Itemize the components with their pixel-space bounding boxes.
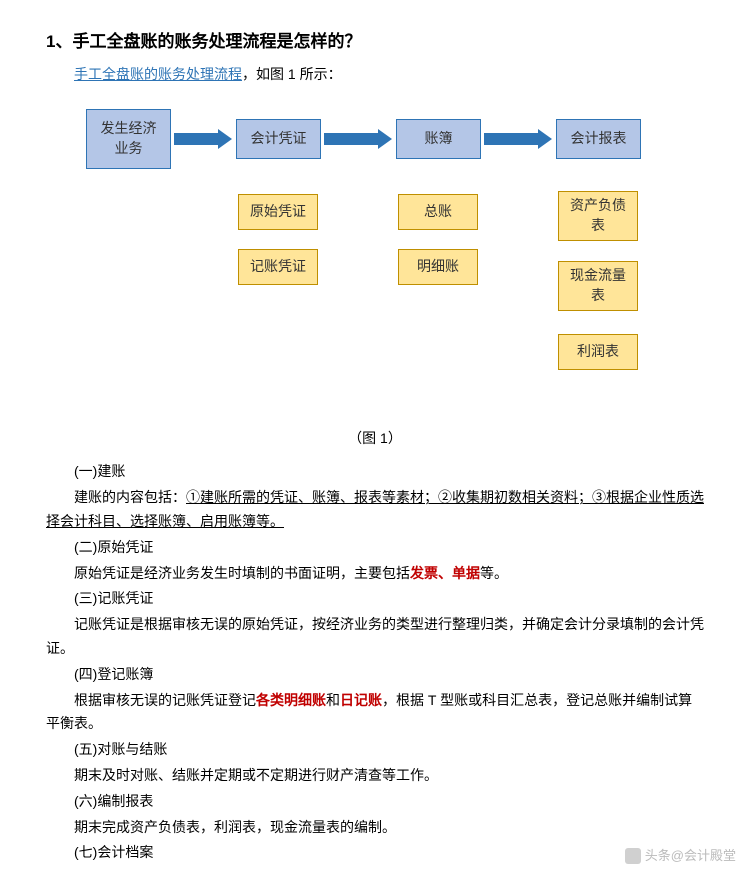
section-2-heading: (二)原始凭证 (46, 536, 704, 560)
section-5-heading: (五)对账与结账 (46, 738, 704, 762)
subtitle: 手工全盘账的账务处理流程，如图 1 所示： (74, 63, 704, 87)
flow-arrow-1 (324, 129, 392, 149)
section-4-para: 根据审核无误的记账凭证登记各类明细账和日记账，根据 T 型账或科目汇总表，登记总… (46, 689, 704, 737)
section-6-para: 期末完成资产负债表，利润表，现金流量表的编制。 (46, 816, 704, 840)
section-5-para: 期末及时对账、结账并定期或不定期进行财产清查等工作。 (46, 764, 704, 788)
watermark-icon (625, 848, 641, 864)
page-title: 1、手工全盘账的账务处理流程是怎样的？ (46, 28, 704, 57)
flow-node-n3: 账簿 (396, 119, 481, 159)
flow-node-n1: 发生经济 业务 (86, 109, 171, 169)
flow-arrow-2 (484, 129, 552, 149)
flow-subnode-1: 记账凭证 (238, 249, 318, 285)
body-text: (一)建账 建账的内容包括：①建账所需的凭证、账簿、报表等素材；②收集期初数相关… (46, 460, 704, 865)
section-1-heading: (一)建账 (46, 460, 704, 484)
subtitle-link: 手工全盘账的账务处理流程 (74, 66, 242, 82)
flow-subnode-2: 总账 (398, 194, 478, 230)
section-6-heading: (六)编制报表 (46, 790, 704, 814)
section-1-para: 建账的内容包括：①建账所需的凭证、账簿、报表等素材；②收集期初数相关资料；③根据… (46, 486, 704, 534)
flow-arrow-0 (174, 129, 232, 149)
section-2-para: 原始凭证是经济业务发生时填制的书面证明，主要包括发票、单据等。 (46, 562, 704, 586)
watermark: 头条@会计殿堂 (625, 845, 736, 867)
section-4-heading: (四)登记账簿 (46, 663, 704, 687)
flow-subnode-4: 资产负债 表 (558, 191, 638, 241)
figure-caption: （图 1） (46, 427, 704, 451)
section-3-para: 记账凭证是根据审核无误的原始凭证，按经济业务的类型进行整理归类，并确定会计分录填… (46, 613, 704, 661)
flow-subnode-6: 利润表 (558, 334, 638, 370)
watermark-text: 头条@会计殿堂 (645, 845, 736, 867)
flow-node-n4: 会计报表 (556, 119, 641, 159)
flowchart: 发生经济 业务 会计凭证 账簿 会计报表原始凭证记账凭证 总账明细账 资产负债 表现金流量… (46, 99, 704, 419)
flow-subnode-3: 明细账 (398, 249, 478, 285)
flow-node-n2: 会计凭证 (236, 119, 321, 159)
section-7-heading: (七)会计档案 (46, 841, 704, 865)
flow-subnode-0: 原始凭证 (238, 194, 318, 230)
subtitle-rest: ，如图 1 所示： (242, 66, 342, 82)
section-3-heading: (三)记账凭证 (46, 587, 704, 611)
flow-subnode-5: 现金流量 表 (558, 261, 638, 311)
